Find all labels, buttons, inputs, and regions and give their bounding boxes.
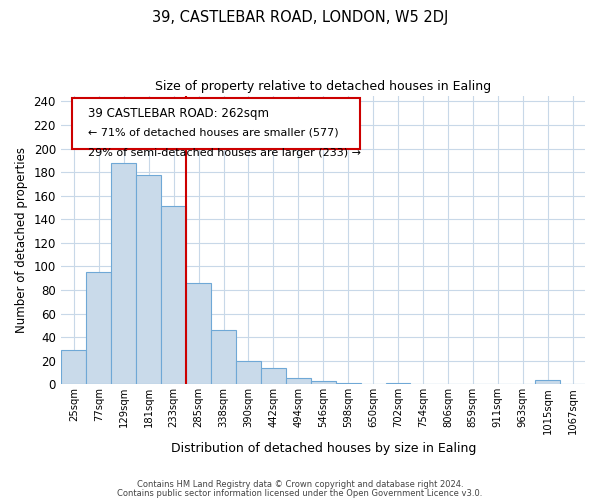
Bar (211, 330, 236, 384)
Y-axis label: Number of detached properties: Number of detached properties (15, 147, 28, 333)
Text: 39 CASTLEBAR ROAD: 262sqm: 39 CASTLEBAR ROAD: 262sqm (88, 107, 269, 120)
Bar (311, 380, 336, 384)
FancyBboxPatch shape (72, 98, 360, 149)
Bar (236, 360, 261, 384)
Text: 29% of semi-detached houses are larger (233) →: 29% of semi-detached houses are larger (… (88, 148, 361, 158)
Bar (161, 206, 186, 384)
Bar (112, 162, 136, 384)
Bar (186, 283, 211, 384)
Text: Contains HM Land Registry data © Crown copyright and database right 2024.: Contains HM Land Registry data © Crown c… (137, 480, 463, 489)
X-axis label: Distribution of detached houses by size in Ealing: Distribution of detached houses by size … (170, 442, 476, 455)
Bar (136, 174, 161, 384)
Bar (286, 378, 311, 384)
Title: Size of property relative to detached houses in Ealing: Size of property relative to detached ho… (155, 80, 491, 93)
Text: Contains public sector information licensed under the Open Government Licence v3: Contains public sector information licen… (118, 488, 482, 498)
Text: ← 71% of detached houses are smaller (577): ← 71% of detached houses are smaller (57… (88, 128, 338, 138)
Bar (261, 368, 286, 384)
Bar (386, 383, 410, 384)
Bar (336, 383, 361, 384)
Bar (86, 272, 112, 384)
Bar (61, 350, 86, 384)
Text: 39, CASTLEBAR ROAD, LONDON, W5 2DJ: 39, CASTLEBAR ROAD, LONDON, W5 2DJ (152, 10, 448, 25)
Bar (535, 380, 560, 384)
